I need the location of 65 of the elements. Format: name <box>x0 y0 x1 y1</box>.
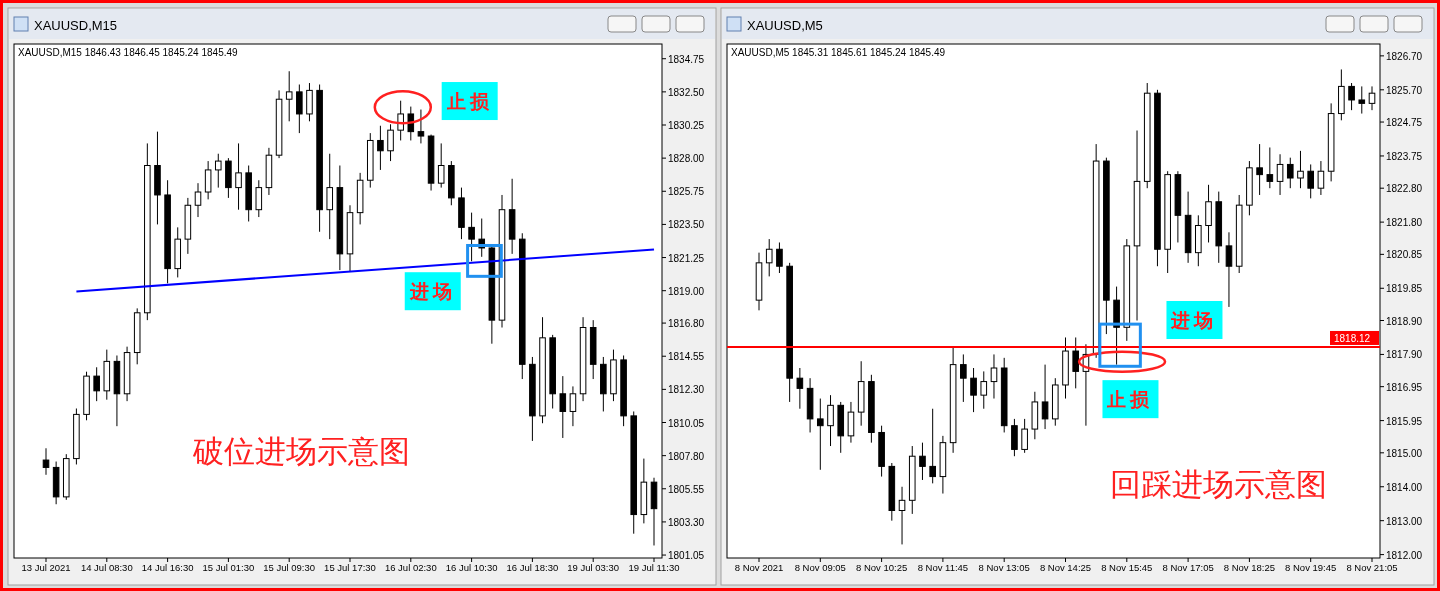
y-tick-label: 1832.50 <box>668 86 705 98</box>
y-tick-label: 1823.75 <box>1386 150 1423 162</box>
annotation: 止损 <box>1106 388 1154 411</box>
x-tick-label: 14 Jul 16:30 <box>141 562 194 573</box>
y-tick-label: 1812.30 <box>668 384 705 396</box>
y-tick-label: 1803.30 <box>668 516 705 528</box>
y-tick-label: 1817.90 <box>1386 349 1423 361</box>
x-tick-label: 8 Nov 21:05 <box>1346 562 1398 573</box>
y-tick-label: 1823.50 <box>668 219 705 231</box>
y-tick-label: 1801.05 <box>668 550 705 562</box>
annotation: 进场 <box>1170 309 1218 331</box>
y-tick-label: 1822.80 <box>1386 183 1423 195</box>
annotation: 止损 <box>445 90 493 113</box>
chart-title: XAUUSD,M5 <box>747 18 823 33</box>
x-tick-label: 15 Jul 09:30 <box>263 562 316 573</box>
x-tick-label: 15 Jul 01:30 <box>202 562 255 573</box>
y-tick-label: 1810.05 <box>668 417 705 429</box>
annotation: 进场 <box>408 280 456 303</box>
x-tick-label: 8 Nov 13:05 <box>978 562 1030 573</box>
y-tick-label: 1812.00 <box>1386 549 1423 561</box>
x-tick-label: 16 Jul 18:30 <box>506 562 559 573</box>
x-tick-label: 8 Nov 17:05 <box>1162 562 1214 573</box>
y-tick-label: 1825.75 <box>668 186 705 198</box>
y-tick-label: 1816.80 <box>668 318 705 330</box>
x-tick-label: 8 Nov 10:25 <box>855 562 908 573</box>
y-tick-label: 1834.75 <box>668 53 705 65</box>
y-tick-label: 1819.00 <box>668 285 705 297</box>
x-tick-label: 8 Nov 18:25 <box>1223 562 1276 573</box>
x-tick-label: 13 Jul 2021 <box>21 562 71 573</box>
x-tick-label: 16 Jul 10:30 <box>445 562 498 573</box>
x-tick-label: 19 Jul 03:30 <box>567 562 620 573</box>
ref-line-label: 1818.12 <box>1334 332 1371 344</box>
x-tick-label: 8 Nov 14:25 <box>1039 562 1092 573</box>
x-tick-label: 8 Nov 09:05 <box>794 562 846 573</box>
chart-title: XAUUSD,M15 <box>34 18 118 33</box>
x-tick-label: 14 Jul 08:30 <box>80 562 133 573</box>
y-tick-label: 1816.95 <box>1386 381 1423 393</box>
x-tick-label: 8 Nov 11:45 <box>917 562 969 573</box>
chart-subtitle: XAUUSD,M15 1846.43 1846.45 1845.24 1845.49 <box>18 47 239 58</box>
y-tick-label: 1805.55 <box>668 483 705 495</box>
x-tick-label: 8 Nov 15:45 <box>1101 562 1153 573</box>
chart-subtitle: XAUUSD,M5 1845.31 1845.61 1845.24 1845.49 <box>731 47 946 58</box>
y-tick-label: 1821.25 <box>668 252 705 264</box>
y-tick-label: 1820.85 <box>1386 249 1423 261</box>
x-tick-label: 16 Jul 02:30 <box>384 562 437 573</box>
y-tick-label: 1818.90 <box>1386 315 1423 327</box>
y-tick-label: 1813.00 <box>1386 515 1423 527</box>
y-tick-label: 1825.70 <box>1386 84 1423 96</box>
annotation: 破位进场示意图 <box>191 434 410 470</box>
y-tick-label: 1819.85 <box>1386 283 1423 295</box>
y-tick-label: 1807.80 <box>668 450 705 462</box>
y-tick-label: 1828.00 <box>668 153 705 165</box>
y-tick-label: 1821.80 <box>1386 217 1423 229</box>
x-tick-label: 8 Nov 19:45 <box>1285 562 1337 573</box>
x-tick-label: 19 Jul 11:30 <box>628 562 680 573</box>
annotation: 回踩进场示意图 <box>1110 466 1328 502</box>
y-tick-label: 1815.00 <box>1386 447 1423 459</box>
y-tick-label: 1814.55 <box>668 351 705 363</box>
y-tick-label: 1815.95 <box>1386 415 1423 427</box>
y-tick-label: 1830.25 <box>668 120 705 131</box>
y-tick-label: 1814.00 <box>1386 481 1423 493</box>
x-tick-label: 15 Jul 17:30 <box>324 562 376 573</box>
y-tick-label: 1824.75 <box>1386 117 1423 129</box>
x-tick-label: 8 Nov 2021 <box>734 562 784 573</box>
y-tick-label: 1826.70 <box>1386 50 1423 62</box>
